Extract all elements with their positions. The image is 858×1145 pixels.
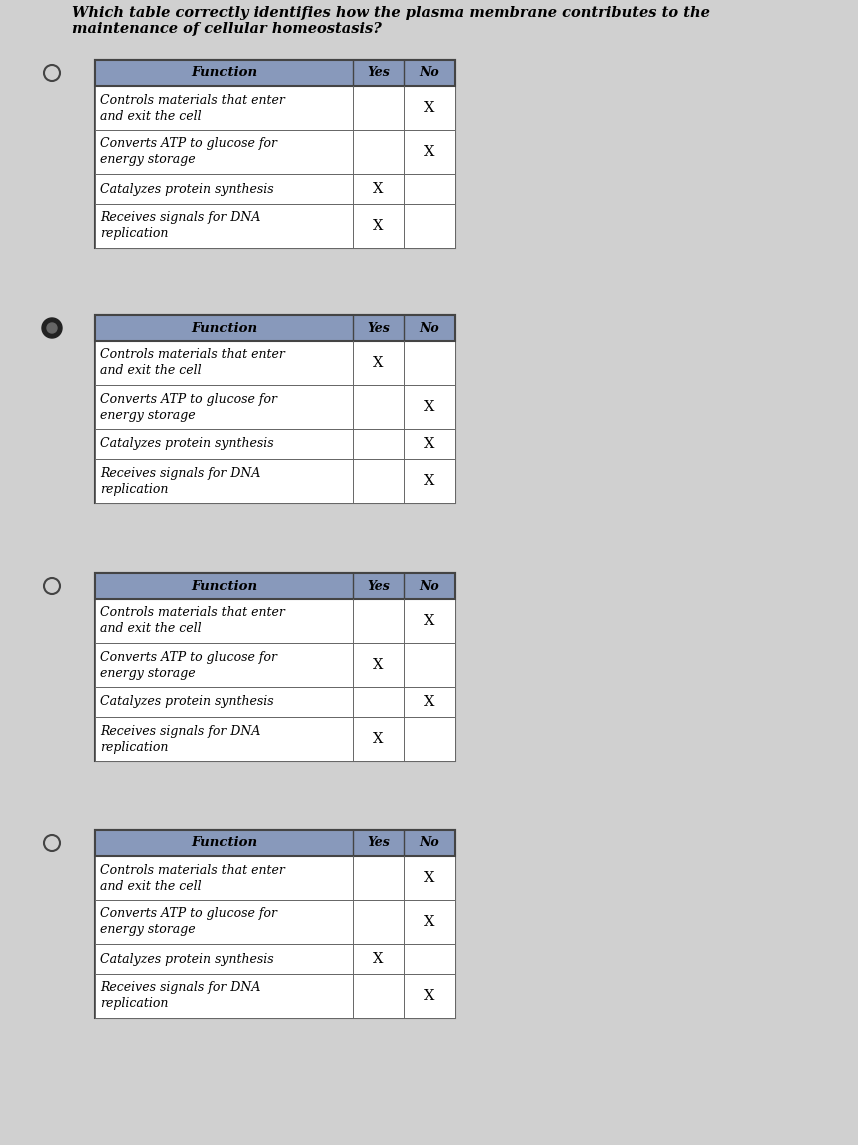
- Bar: [95, 341, 455, 385]
- Bar: [95, 572, 455, 761]
- Text: X: X: [425, 614, 435, 627]
- Text: X: X: [425, 145, 435, 159]
- Text: Catalyzes protein synthesis: Catalyzes protein synthesis: [100, 437, 274, 450]
- Text: Receives signals for DNA
replication: Receives signals for DNA replication: [100, 725, 260, 753]
- Text: Converts ATP to glucose for
energy storage: Converts ATP to glucose for energy stora…: [100, 908, 277, 937]
- Text: Function: Function: [191, 322, 257, 334]
- Text: Catalyzes protein synthesis: Catalyzes protein synthesis: [100, 695, 274, 709]
- Text: X: X: [425, 101, 435, 114]
- Bar: [95, 60, 455, 86]
- Bar: [95, 60, 455, 248]
- Bar: [95, 717, 455, 761]
- Bar: [95, 572, 455, 599]
- Text: No: No: [420, 322, 439, 334]
- Text: Yes: Yes: [367, 322, 390, 334]
- Text: X: X: [425, 400, 435, 414]
- Bar: [95, 174, 455, 204]
- Bar: [95, 830, 455, 856]
- Bar: [95, 856, 455, 900]
- Text: Converts ATP to glucose for
energy storage: Converts ATP to glucose for energy stora…: [100, 393, 277, 421]
- Text: Controls materials that enter
and exit the cell: Controls materials that enter and exit t…: [100, 863, 285, 892]
- Bar: [95, 315, 455, 341]
- Bar: [95, 687, 455, 717]
- Bar: [95, 643, 455, 687]
- Text: X: X: [425, 437, 435, 451]
- Text: No: No: [420, 837, 439, 850]
- Bar: [95, 599, 455, 643]
- Text: Receives signals for DNA
replication: Receives signals for DNA replication: [100, 466, 260, 496]
- Text: Yes: Yes: [367, 66, 390, 79]
- Text: Function: Function: [191, 837, 257, 850]
- Bar: [95, 900, 455, 943]
- Text: No: No: [420, 66, 439, 79]
- Text: X: X: [425, 989, 435, 1003]
- Text: X: X: [425, 915, 435, 929]
- Text: Yes: Yes: [367, 837, 390, 850]
- Bar: [95, 429, 455, 459]
- Text: X: X: [373, 219, 384, 232]
- Text: Which table correctly identifies how the plasma membrane contributes to the: Which table correctly identifies how the…: [72, 6, 710, 19]
- Text: Function: Function: [191, 66, 257, 79]
- Text: Receives signals for DNA
replication: Receives signals for DNA replication: [100, 212, 260, 240]
- Bar: [95, 315, 455, 503]
- Text: X: X: [425, 871, 435, 885]
- Text: Catalyzes protein synthesis: Catalyzes protein synthesis: [100, 182, 274, 196]
- Text: Catalyzes protein synthesis: Catalyzes protein synthesis: [100, 953, 274, 965]
- Text: X: X: [373, 951, 384, 966]
- Text: X: X: [425, 695, 435, 709]
- Bar: [95, 131, 455, 174]
- Bar: [95, 86, 455, 131]
- Text: X: X: [373, 658, 384, 672]
- Text: Controls materials that enter
and exit the cell: Controls materials that enter and exit t…: [100, 94, 285, 123]
- Text: Controls materials that enter
and exit the cell: Controls materials that enter and exit t…: [100, 607, 285, 635]
- Text: Function: Function: [191, 579, 257, 592]
- Text: Converts ATP to glucose for
energy storage: Converts ATP to glucose for energy stora…: [100, 650, 277, 679]
- Text: X: X: [373, 182, 384, 196]
- Text: X: X: [373, 732, 384, 747]
- Text: X: X: [373, 356, 384, 370]
- Text: No: No: [420, 579, 439, 592]
- Bar: [95, 385, 455, 429]
- Text: X: X: [425, 474, 435, 488]
- Circle shape: [47, 323, 57, 333]
- Circle shape: [42, 318, 62, 338]
- Text: Controls materials that enter
and exit the cell: Controls materials that enter and exit t…: [100, 348, 285, 378]
- Bar: [95, 459, 455, 503]
- Bar: [95, 974, 455, 1018]
- Text: Converts ATP to glucose for
energy storage: Converts ATP to glucose for energy stora…: [100, 137, 277, 166]
- Bar: [95, 204, 455, 248]
- Bar: [95, 943, 455, 974]
- Bar: [95, 830, 455, 1018]
- Text: Yes: Yes: [367, 579, 390, 592]
- Text: Receives signals for DNA
replication: Receives signals for DNA replication: [100, 981, 260, 1011]
- Text: maintenance of cellular homeostasis?: maintenance of cellular homeostasis?: [72, 22, 382, 35]
